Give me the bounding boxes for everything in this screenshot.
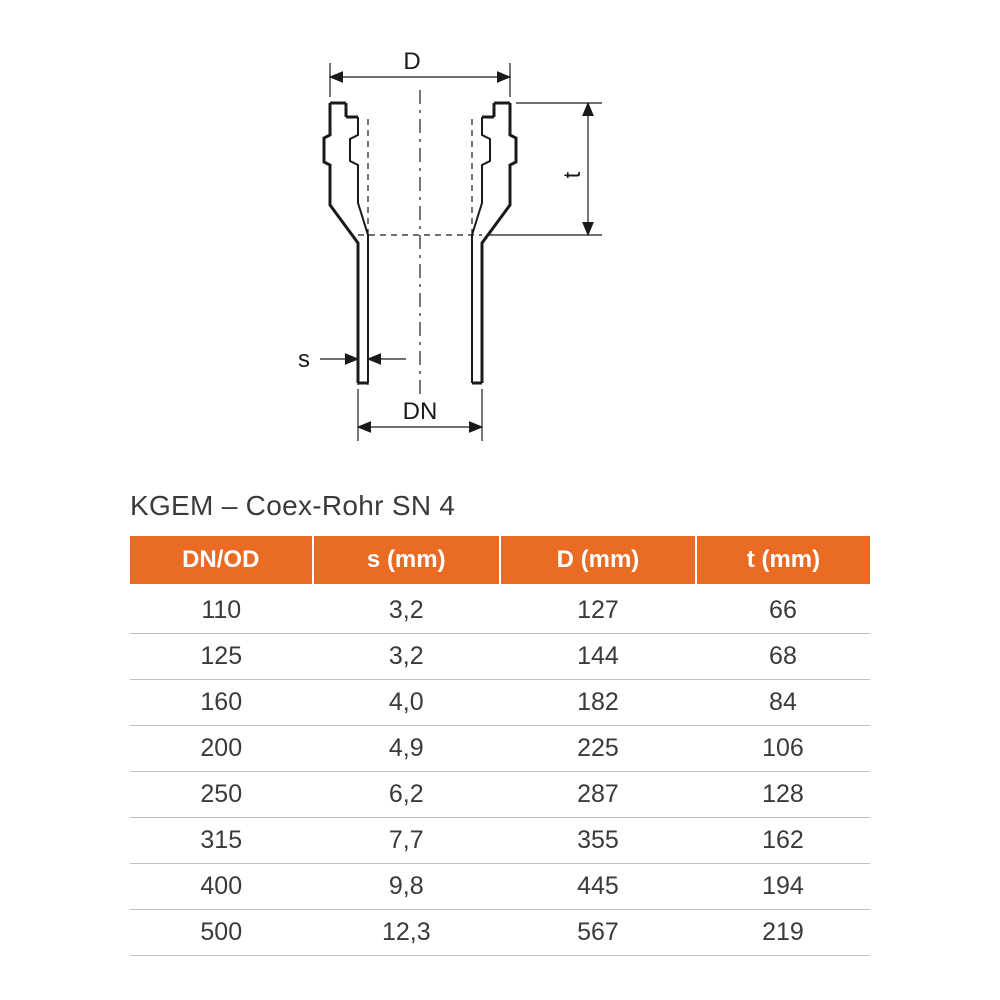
technical-diagram: D t DN s [200, 35, 800, 455]
col-header: D (mm) [500, 536, 696, 584]
table-cell: 127 [500, 584, 696, 634]
table-cell: 106 [696, 726, 870, 772]
table-title: KGEM – Coex-Rohr SN 4 [130, 490, 870, 522]
col-header: s (mm) [313, 536, 500, 584]
table-cell: 200 [130, 726, 313, 772]
table-cell: 219 [696, 910, 870, 956]
table-cell: 250 [130, 772, 313, 818]
table-cell: 287 [500, 772, 696, 818]
table-cell: 567 [500, 910, 696, 956]
spec-table: DN/OD s (mm) D (mm) t (mm) 1103,21276612… [130, 536, 870, 956]
table-cell: 445 [500, 864, 696, 910]
table-cell: 66 [696, 584, 870, 634]
table-cell: 128 [696, 772, 870, 818]
table-cell: 3,2 [313, 584, 500, 634]
table-cell: 160 [130, 680, 313, 726]
table-row: 4009,8445194 [130, 864, 870, 910]
table-cell: 225 [500, 726, 696, 772]
dim-label-D: D [403, 48, 420, 75]
table-header-row: DN/OD s (mm) D (mm) t (mm) [130, 536, 870, 584]
table-cell: 315 [130, 818, 313, 864]
table-cell: 6,2 [313, 772, 500, 818]
spec-table-area: KGEM – Coex-Rohr SN 4 DN/OD s (mm) D (mm… [130, 490, 870, 956]
table-cell: 400 [130, 864, 313, 910]
table-cell: 355 [500, 818, 696, 864]
table-cell: 144 [500, 634, 696, 680]
table-cell: 4,0 [313, 680, 500, 726]
table-cell: 3,2 [313, 634, 500, 680]
table-row: 1253,214468 [130, 634, 870, 680]
table-row: 2506,2287128 [130, 772, 870, 818]
table-row: 50012,3567219 [130, 910, 870, 956]
col-header: t (mm) [696, 536, 870, 584]
table-cell: 4,9 [313, 726, 500, 772]
table-cell: 84 [696, 680, 870, 726]
table-cell: 110 [130, 584, 313, 634]
table-cell: 125 [130, 634, 313, 680]
dim-label-DN: DN [403, 398, 438, 425]
dim-label-t: t [559, 171, 586, 178]
table-cell: 7,7 [313, 818, 500, 864]
table-cell: 194 [696, 864, 870, 910]
table-cell: 162 [696, 818, 870, 864]
table-row: 2004,9225106 [130, 726, 870, 772]
col-header: DN/OD [130, 536, 313, 584]
table-row: 3157,7355162 [130, 818, 870, 864]
table-cell: 500 [130, 910, 313, 956]
dim-label-s: s [298, 346, 310, 373]
pipe-diagram-svg: D t DN s [200, 35, 800, 455]
table-cell: 12,3 [313, 910, 500, 956]
table-cell: 182 [500, 680, 696, 726]
table-row: 1103,212766 [130, 584, 870, 634]
table-cell: 9,8 [313, 864, 500, 910]
table-cell: 68 [696, 634, 870, 680]
table-row: 1604,018284 [130, 680, 870, 726]
